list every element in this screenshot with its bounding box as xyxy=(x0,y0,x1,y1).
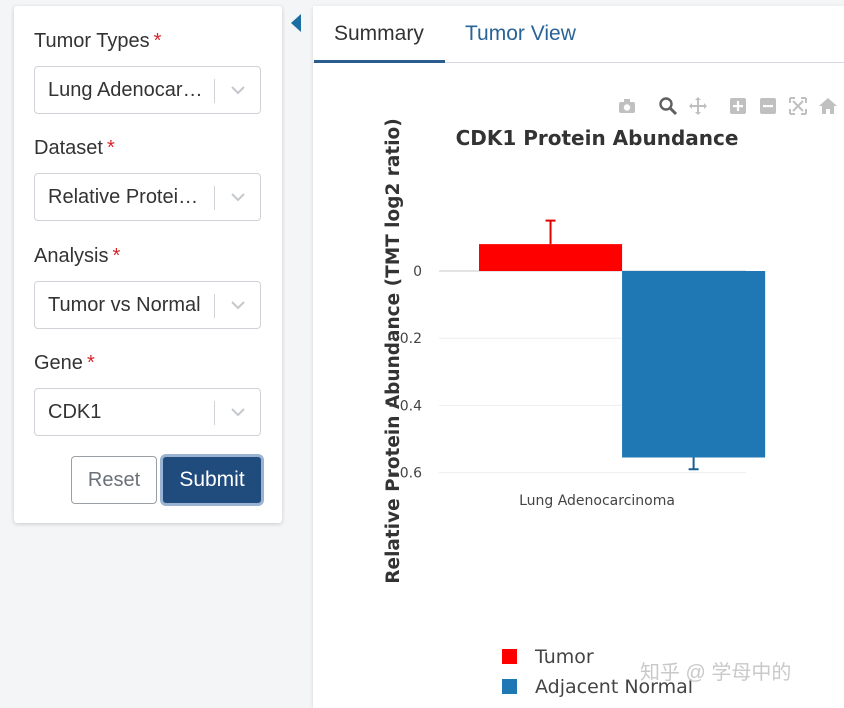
legend-swatch-tumor xyxy=(502,649,517,664)
analysis-label: Analysis * xyxy=(34,245,121,267)
select-separator xyxy=(214,294,215,318)
pan-icon[interactable] xyxy=(688,96,708,116)
y-tick-label: −0.6 xyxy=(388,466,422,482)
reset-button[interactable]: Reset xyxy=(71,456,157,504)
chevron-down-icon[interactable] xyxy=(230,297,246,313)
filter-panel: Tumor Types* Lung Adenocarcinoma Dataset… xyxy=(14,6,282,523)
legend-swatch-adjacent-normal xyxy=(502,679,517,694)
chart-title: CDK1 Protein Abundance xyxy=(456,126,739,150)
chevron-down-icon[interactable] xyxy=(230,404,246,420)
bar-adjacent-normal xyxy=(622,271,766,458)
tab-summary[interactable]: Summary xyxy=(334,22,424,45)
zoom-icon[interactable] xyxy=(658,96,678,116)
analysis-select[interactable]: Tumor vs Normal xyxy=(34,281,261,329)
collapse-sidebar-icon[interactable] xyxy=(290,13,302,33)
required-mark: * xyxy=(86,352,95,374)
gene-label: Gene * xyxy=(34,352,95,374)
gene-select[interactable]: CDK1 xyxy=(34,388,261,436)
chevron-down-icon[interactable] xyxy=(230,82,246,98)
x-tick-label: Lung Adenocarcinoma xyxy=(519,493,675,509)
bar-tumor xyxy=(479,244,623,271)
bar-chart: CDK1 Protein Abundance Relative Protein … xyxy=(383,118,766,698)
autoscale-icon[interactable] xyxy=(788,96,808,116)
camera-icon[interactable] xyxy=(617,96,637,116)
chart-legend: Tumor Adjacent Normal xyxy=(502,646,693,698)
required-mark: * xyxy=(153,30,162,52)
select-separator xyxy=(214,186,215,210)
active-tab-indicator xyxy=(314,60,445,63)
home-icon[interactable] xyxy=(818,96,838,116)
tab-bar: Summary Tumor View xyxy=(313,6,844,63)
submit-button[interactable]: Submit xyxy=(160,454,264,506)
zoom-out-icon[interactable] xyxy=(758,96,778,116)
analysis-value: Tumor vs Normal xyxy=(48,294,201,316)
tab-tumor-view[interactable]: Tumor View xyxy=(465,22,576,45)
legend-label-tumor[interactable]: Tumor xyxy=(534,646,594,668)
dataset-value: Relative Protein Abundance xyxy=(48,186,208,208)
gene-value: CDK1 xyxy=(48,401,102,423)
tumor-types-select[interactable]: Lung Adenocarcinoma xyxy=(34,66,261,114)
y-axis-title: Relative Protein Abundance (TMT log2 rat… xyxy=(383,118,404,583)
legend-label-adjacent-normal[interactable]: Adjacent Normal xyxy=(535,676,693,698)
dataset-label: Dataset * xyxy=(34,137,115,159)
required-mark: * xyxy=(106,137,115,159)
y-tick-label: −0.2 xyxy=(388,331,422,347)
chevron-down-icon[interactable] xyxy=(230,189,246,205)
zoom-in-icon[interactable] xyxy=(728,96,748,116)
y-tick-label: 0 xyxy=(413,264,422,280)
tumor-types-label: Tumor Types * xyxy=(34,30,162,52)
y-tick-label: −0.4 xyxy=(388,398,422,414)
watermark: 知乎 @ 学母中的 xyxy=(640,662,792,684)
dataset-select[interactable]: Relative Protein Abundance xyxy=(34,173,261,221)
select-separator xyxy=(214,401,215,425)
required-mark: * xyxy=(112,245,121,267)
select-separator xyxy=(214,79,215,103)
tumor-types-value: Lung Adenocarcinoma xyxy=(48,79,208,101)
